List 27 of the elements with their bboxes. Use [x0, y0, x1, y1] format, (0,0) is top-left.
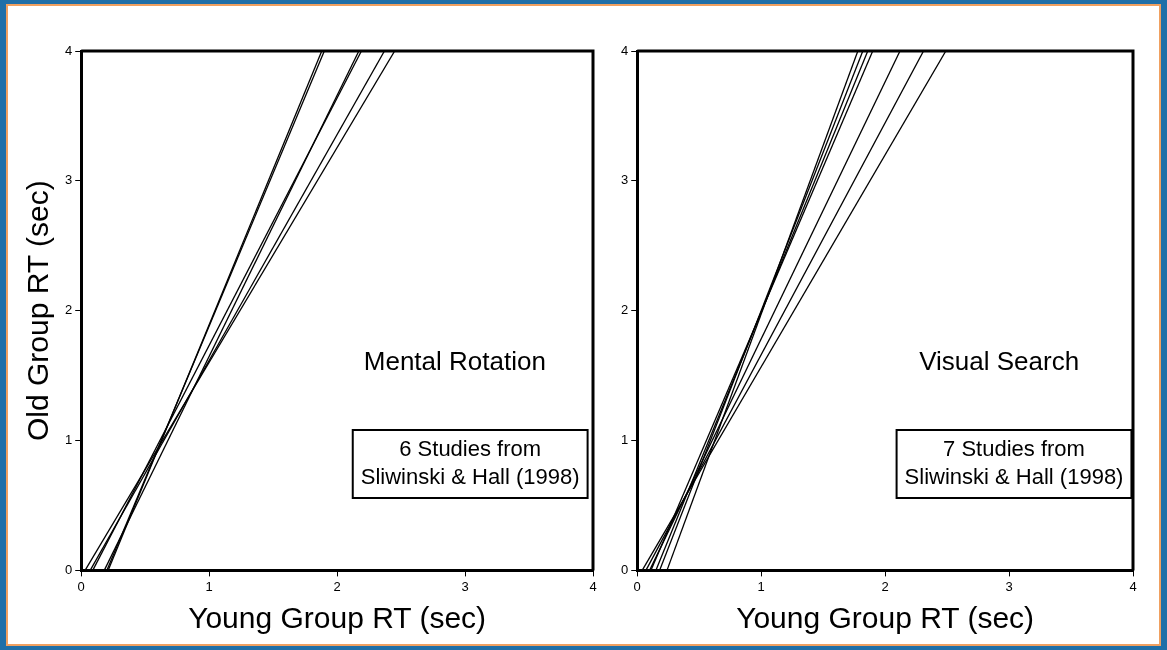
- x-tick-label: 2: [333, 578, 341, 594]
- annotation: Visual Search: [919, 345, 1080, 376]
- x-tick-label: 2: [881, 578, 889, 594]
- x-axis-title: Young Group RT (sec): [188, 601, 487, 635]
- y-tick-label: 4: [621, 42, 629, 58]
- x-axis-title: Young Group RT (sec): [736, 601, 1035, 635]
- y-tick-label: 2: [621, 302, 629, 318]
- annotation: 6 Studies from Sliwinski & Hall (1998): [360, 435, 580, 489]
- y-tick-label: 2: [65, 302, 73, 318]
- annotation: Mental Rotation: [363, 345, 546, 376]
- y-tick-label: 0: [621, 561, 629, 577]
- x-tick-label: 4: [1129, 578, 1137, 594]
- x-tick-label: 4: [589, 578, 597, 594]
- x-tick-label: 0: [77, 578, 85, 594]
- y-tick-label: 0: [65, 561, 73, 577]
- x-tick-label: 3: [461, 578, 469, 594]
- x-tick-label: 1: [205, 578, 213, 594]
- y-tick-label: 1: [621, 432, 629, 448]
- x-tick-label: 3: [1005, 578, 1013, 594]
- y-tick-label: 4: [65, 42, 73, 58]
- y-tick-label: 3: [65, 172, 73, 188]
- y-tick-label: 1: [65, 432, 73, 448]
- x-tick-label: 0: [633, 578, 641, 594]
- annotation: 7 Studies from Sliwinski & Hall (1998): [904, 435, 1124, 489]
- y-tick-label: 3: [621, 172, 629, 188]
- y-axis-title: Old Group RT (sec): [21, 180, 55, 442]
- x-tick-label: 1: [757, 578, 765, 594]
